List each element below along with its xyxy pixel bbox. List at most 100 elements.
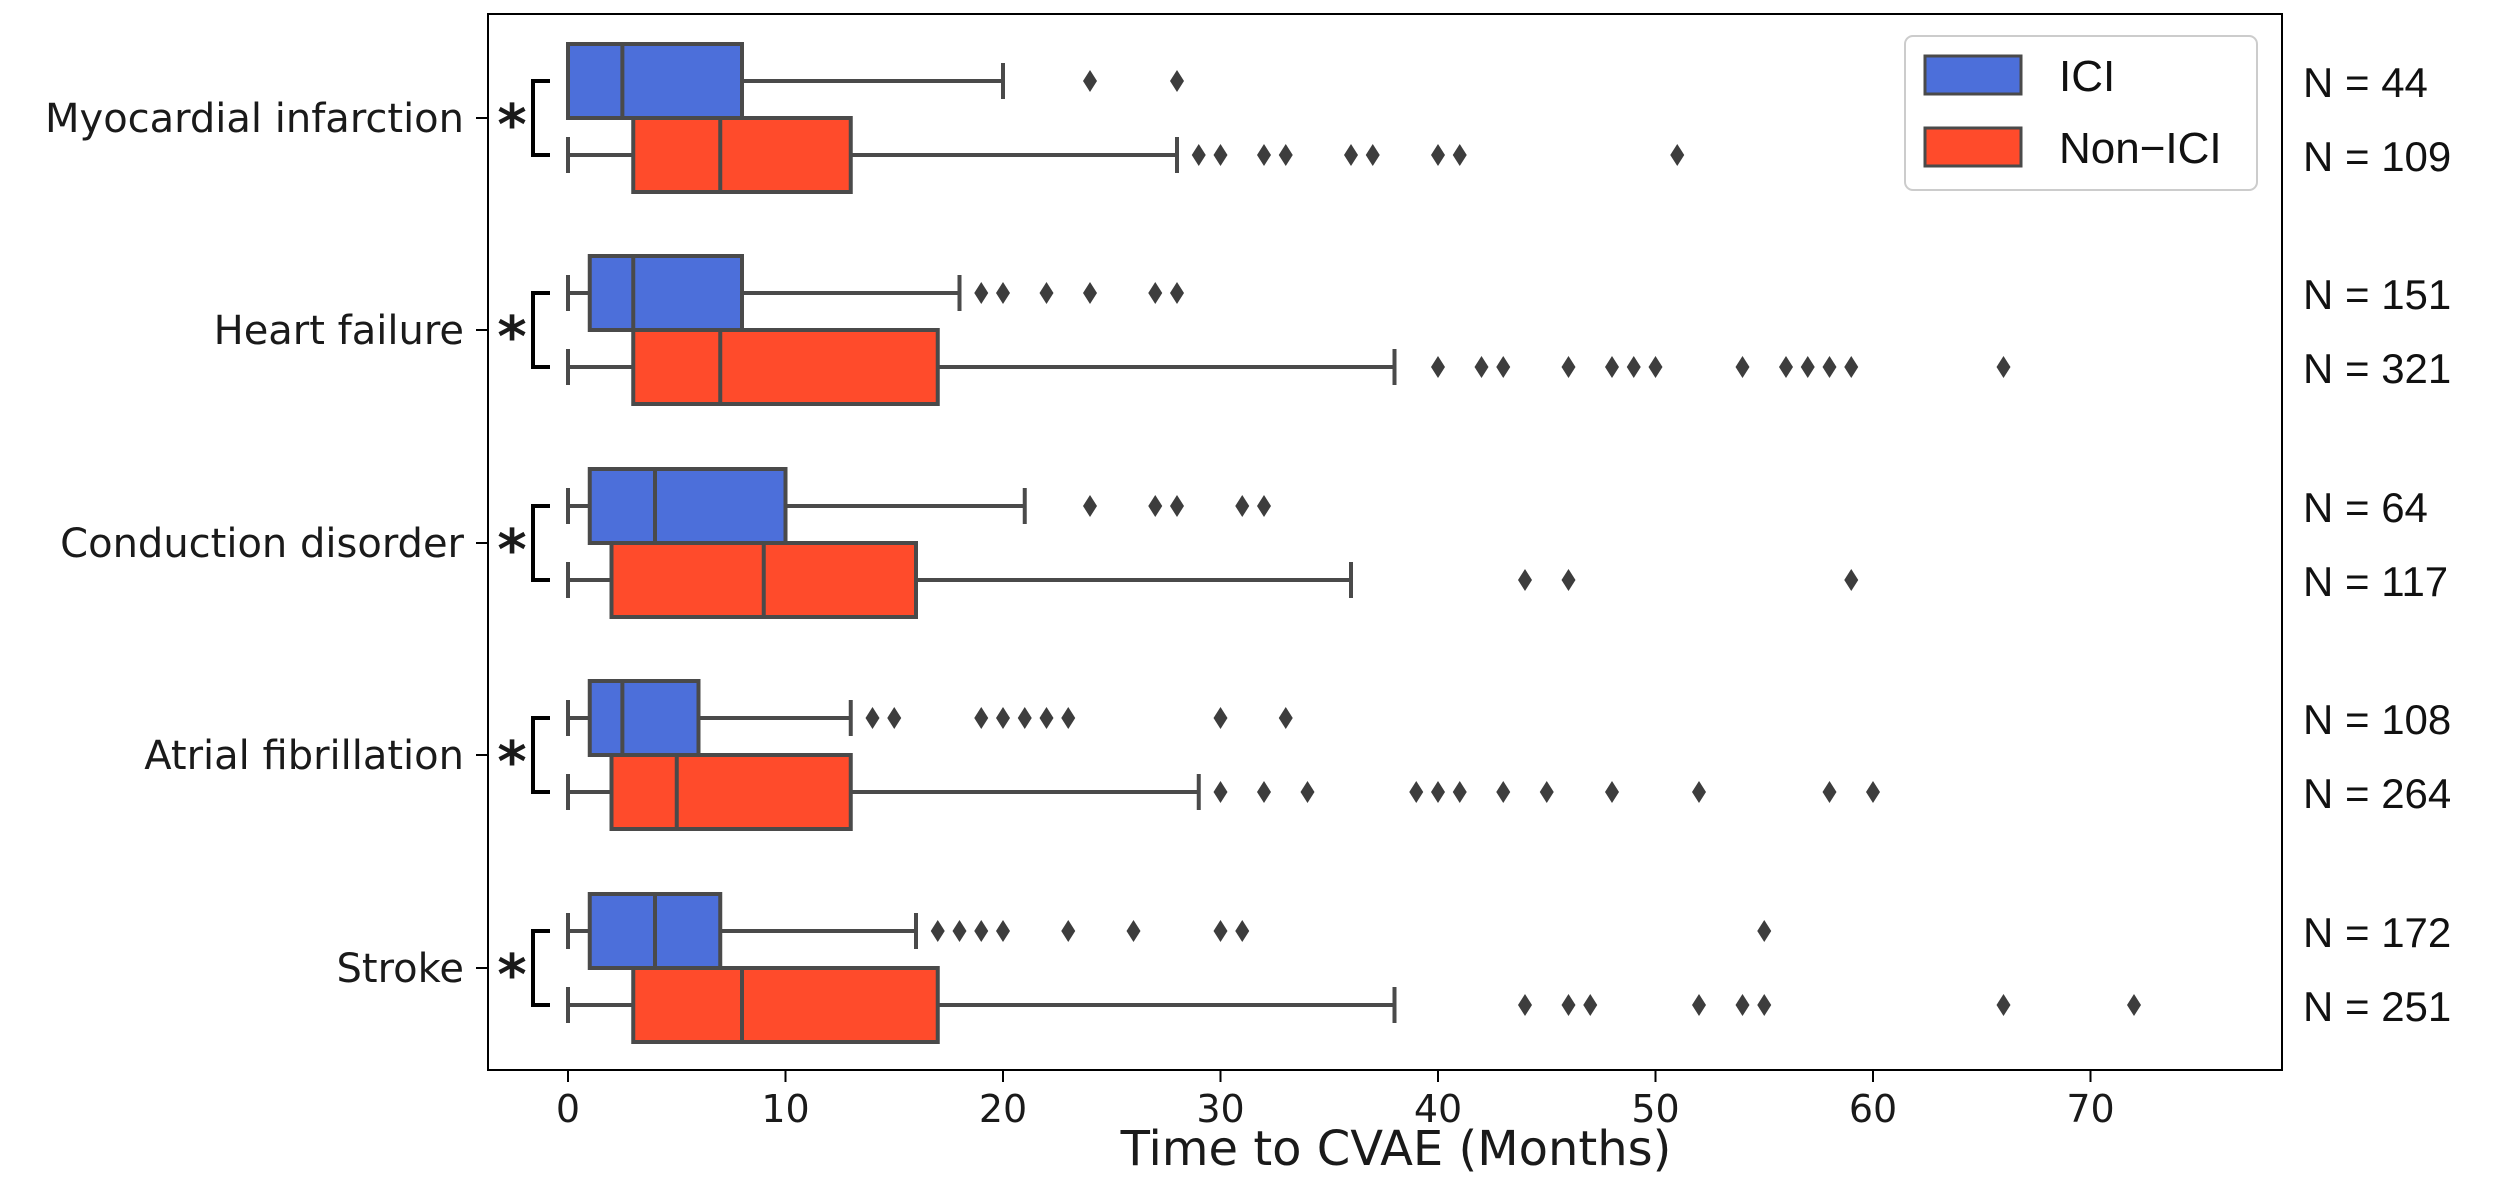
outlier-point — [1452, 781, 1467, 803]
outlier-point — [974, 707, 989, 729]
outlier-point — [1278, 144, 1293, 166]
box-iqr — [631, 966, 940, 1044]
outlier-point — [1757, 994, 1772, 1016]
outlier-point — [1148, 495, 1163, 517]
outlier-point — [1170, 70, 1184, 92]
x-tick-label: 40 — [1414, 1087, 1462, 1131]
significance-bracket — [531, 79, 550, 157]
outlier-point — [1735, 994, 1750, 1016]
significance-bracket — [531, 291, 550, 369]
outlier-point — [1257, 781, 1271, 803]
outlier-point — [1191, 144, 1206, 166]
significance-marker: * — [497, 518, 526, 583]
box-iqr — [566, 42, 744, 120]
sample-size-label: N = 109 — [2303, 133, 2451, 180]
outlier-point — [1257, 495, 1271, 517]
outlier-point — [1017, 707, 1032, 729]
outlier-point — [1561, 356, 1576, 378]
legend-label: ICI — [2059, 52, 2115, 101]
x-tick-label: 70 — [2066, 1087, 2114, 1131]
legend-swatch — [1923, 126, 2023, 168]
outlier-point — [1518, 569, 1532, 591]
outlier-point — [1474, 356, 1489, 378]
outlier-point — [930, 920, 945, 942]
outlier-point — [1648, 356, 1663, 378]
outlier-point — [1039, 282, 1054, 304]
x-axis: 0 10 20 30 40 50 60 70 — [556, 1070, 2115, 1131]
outlier-point — [1235, 920, 1250, 942]
outlier-point — [1213, 707, 1228, 729]
sample-size-label: N = 117 — [2303, 558, 2448, 605]
outlier-point — [1822, 781, 1837, 803]
x-tick-label: 60 — [1849, 1087, 1897, 1131]
outlier-point — [1213, 920, 1228, 942]
legend-label: Non−ICI — [2059, 124, 2222, 173]
outlier-point — [1866, 781, 1880, 803]
outlier-point — [1735, 356, 1750, 378]
outlier-point — [1561, 569, 1576, 591]
significance-marker: * — [497, 93, 526, 158]
outlier-point — [887, 707, 902, 729]
outlier-point — [1996, 356, 2011, 378]
category-label: Conduction disorder — [60, 521, 464, 567]
outlier-point — [1692, 781, 1706, 803]
legend-swatch — [1923, 54, 2023, 96]
outlier-point — [1213, 144, 1228, 166]
box-iqr — [609, 753, 853, 831]
x-tick-label: 0 — [556, 1087, 580, 1131]
outlier-point — [1257, 144, 1271, 166]
outlier-point — [1061, 707, 1076, 729]
outlier-point — [1844, 356, 1859, 378]
box-iqr — [587, 679, 701, 757]
x-tick-label: 20 — [979, 1087, 1027, 1131]
sample-size-labels: N = 44 N = 109 N = 151 N = 321 N = 64 N = 117… — [2303, 59, 2451, 1030]
sample-size-label: N = 264 — [2303, 770, 2451, 817]
box-iqr — [631, 116, 853, 194]
box-iqr — [587, 467, 788, 545]
outlier-point — [996, 920, 1010, 942]
plot-area — [487, 13, 2283, 1071]
outlier-point — [1757, 920, 1772, 942]
sample-size-label: N = 172 — [2303, 909, 2451, 956]
outlier-point — [952, 920, 967, 942]
outlier-point — [1344, 144, 1358, 166]
outlier-point — [996, 282, 1010, 304]
outlier-point — [1170, 282, 1184, 304]
x-tick-label: 50 — [1631, 1087, 1679, 1131]
outlier-point — [1561, 994, 1576, 1016]
x-tick-label: 30 — [1196, 1087, 1244, 1131]
legend: ICI Non−ICI — [1904, 35, 2258, 191]
outlier-point — [1039, 707, 1054, 729]
outlier-point — [1996, 994, 2011, 1016]
outlier-point — [996, 707, 1010, 729]
outlier-point — [1670, 144, 1685, 166]
outlier-point — [1431, 356, 1445, 378]
outlier-point — [865, 707, 880, 729]
outlier-point — [1148, 282, 1163, 304]
category-label: Stroke — [337, 946, 464, 992]
category-label: Myocardial infarction — [45, 96, 464, 142]
sample-size-label: N = 44 — [2303, 59, 2428, 106]
outlier-point — [974, 282, 989, 304]
outlier-point — [1300, 781, 1315, 803]
outlier-point — [1213, 781, 1228, 803]
outlier-point — [1822, 356, 1837, 378]
outlier-point — [1692, 994, 1706, 1016]
outlier-point — [1126, 920, 1141, 942]
significance-bracket — [531, 716, 550, 794]
significance-marker: * — [497, 943, 526, 1008]
outlier-point — [1779, 356, 1793, 378]
outlier-point — [1605, 781, 1619, 803]
outlier-point — [1452, 144, 1467, 166]
significance-marker: * — [497, 730, 526, 795]
outlier-point — [1496, 356, 1511, 378]
box-iqr — [587, 254, 744, 332]
outlier-point — [1083, 70, 1097, 92]
outlier-point — [1431, 144, 1445, 166]
sample-size-label: N = 64 — [2303, 484, 2428, 531]
outlier-point — [1061, 920, 1076, 942]
sample-size-label: N = 108 — [2303, 696, 2451, 743]
outlier-point — [1431, 781, 1445, 803]
